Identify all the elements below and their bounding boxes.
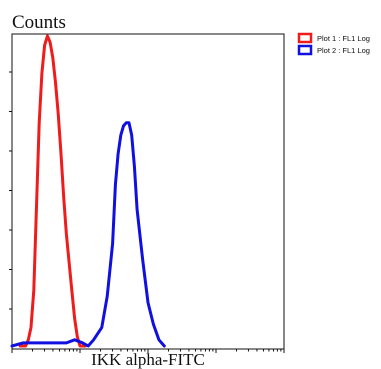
series-line-plot-1 <box>18 34 87 348</box>
x-axis-label: IKK alpha-FITC <box>91 350 205 369</box>
legend-label-plot-2: Plot 2 : FL1 Log <box>317 46 370 55</box>
series-line-plot-2 <box>10 121 166 348</box>
x-axis-ticks <box>11 349 285 353</box>
series-lines <box>10 34 166 348</box>
legend: Plot 1 : FL1 Log Plot 2 : FL1 Log <box>297 32 370 56</box>
y-axis-ticks <box>9 71 12 310</box>
y-axis-label: Counts <box>12 12 66 33</box>
legend-swatch-plot-1 <box>297 32 313 44</box>
legend-swatch-plot-2 <box>297 44 313 56</box>
legend-label-plot-1: Plot 1 : FL1 Log <box>317 34 370 43</box>
